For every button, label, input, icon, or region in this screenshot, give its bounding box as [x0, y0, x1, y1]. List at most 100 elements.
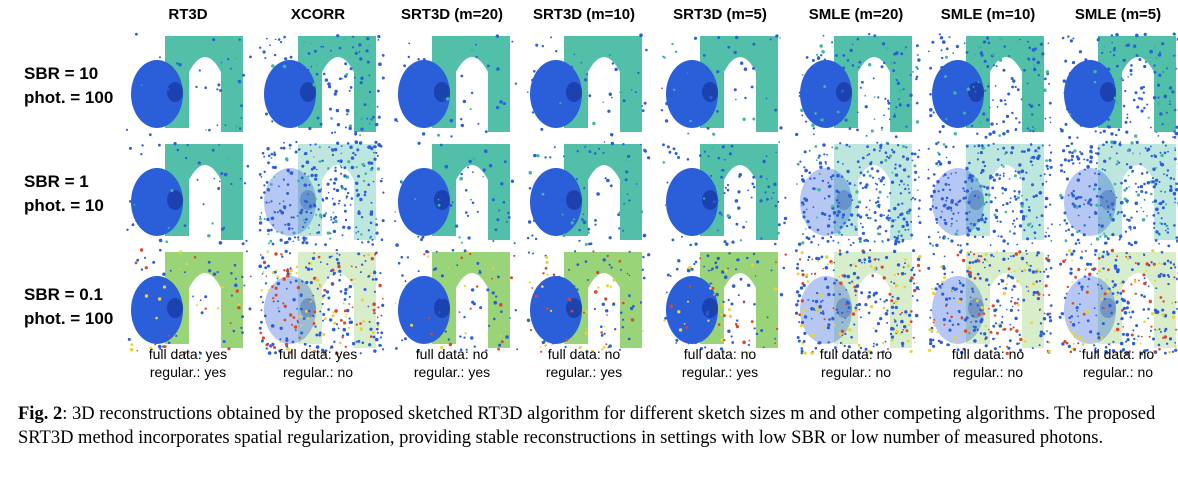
point-cloud-dot: [857, 258, 862, 263]
point-cloud-dot: [683, 322, 686, 325]
point-cloud-dot: [1089, 160, 1093, 164]
point-cloud-dot: [798, 95, 801, 97]
background-wall: [1098, 36, 1176, 132]
point-cloud-dot: [897, 240, 901, 244]
point-cloud-dot: [1079, 256, 1083, 260]
point-cloud-dot: [349, 145, 353, 149]
point-cloud-dot: [1142, 273, 1146, 277]
point-cloud-dot: [303, 172, 306, 175]
point-cloud-dot: [823, 58, 827, 61]
point-cloud-dot: [1038, 344, 1041, 347]
point-cloud-dot: [1143, 281, 1147, 286]
point-cloud-dot: [838, 275, 841, 278]
point-cloud-dot: [942, 175, 945, 177]
point-cloud-dot: [817, 244, 820, 246]
point-cloud-dot: [159, 56, 161, 59]
point-cloud-dot: [572, 295, 575, 299]
point-cloud-dot: [891, 171, 894, 174]
point-cloud-dot: [968, 332, 971, 335]
point-cloud-dot: [463, 336, 466, 339]
point-cloud-dot: [699, 347, 703, 351]
point-cloud-dot: [705, 352, 708, 355]
point-cloud-dot: [838, 201, 841, 204]
point-cloud-dot: [821, 312, 825, 315]
point-cloud-dot: [943, 218, 946, 222]
point-cloud-dot: [334, 166, 337, 169]
point-cloud-dot: [954, 171, 957, 174]
face-nose: [566, 190, 582, 210]
point-cloud-dot: [996, 251, 998, 253]
point-cloud-dot: [381, 297, 384, 300]
point-cloud-dot: [495, 295, 498, 298]
point-cloud-dot: [752, 185, 756, 189]
point-cloud-dot: [1077, 321, 1080, 324]
point-cloud-dot: [1039, 322, 1043, 325]
point-cloud-dot: [999, 220, 1002, 223]
point-cloud-dot: [983, 59, 987, 63]
point-cloud-dot: [723, 275, 728, 279]
point-cloud-dot: [568, 268, 571, 271]
point-cloud-dot: [1093, 188, 1096, 191]
point-cloud-dot: [984, 324, 987, 327]
point-cloud-dot: [1061, 342, 1065, 346]
point-cloud-dot: [973, 276, 977, 280]
point-cloud-dot: [893, 206, 897, 211]
point-cloud-dot: [1164, 191, 1166, 193]
point-cloud-dot: [660, 109, 664, 112]
point-cloud-dot: [812, 133, 815, 136]
point-cloud-dot: [259, 215, 261, 218]
point-cloud-dot: [831, 174, 835, 178]
point-cloud-dot: [467, 236, 471, 240]
point-cloud-dot: [621, 318, 625, 321]
point-cloud-dot: [831, 204, 834, 208]
reconstruction-image: [125, 248, 253, 356]
face-shape: [131, 168, 183, 236]
point-cloud-dot: [1002, 68, 1006, 72]
point-cloud-dot: [929, 93, 932, 96]
point-cloud-dot: [531, 111, 535, 114]
point-cloud-dot: [1171, 301, 1174, 305]
point-cloud-dot: [886, 142, 890, 145]
point-cloud-dot: [302, 225, 305, 229]
point-cloud-dot: [1007, 92, 1011, 96]
point-cloud-dot: [1019, 268, 1021, 270]
point-cloud-dot: [1002, 120, 1005, 123]
point-cloud-dot: [219, 89, 223, 92]
point-cloud-dot: [804, 96, 807, 99]
point-cloud-dot: [1030, 157, 1032, 160]
point-cloud-dot: [775, 327, 779, 331]
point-cloud-dot: [555, 180, 558, 183]
point-cloud-dot: [980, 255, 983, 258]
point-cloud-dot: [814, 311, 817, 314]
point-cloud-dot: [1153, 70, 1157, 74]
point-cloud-dot: [688, 266, 692, 270]
point-cloud-dot: [336, 351, 338, 354]
point-cloud-dot: [945, 199, 948, 202]
point-cloud-dot: [619, 311, 623, 315]
point-cloud-dot: [574, 112, 577, 116]
point-cloud-dot: [832, 239, 835, 242]
point-cloud-dot: [661, 87, 663, 90]
point-cloud-dot: [1134, 279, 1136, 281]
flags-srt3d-m5: full data: no regular.: yes: [650, 345, 790, 381]
point-cloud-dot: [1125, 163, 1129, 166]
flags-srt3d-m10: full data: no regular.: yes: [514, 345, 654, 381]
point-cloud-dot: [984, 193, 988, 196]
point-cloud-dot: [338, 269, 342, 273]
point-cloud-dot: [875, 343, 879, 346]
point-cloud-dot: [601, 302, 605, 306]
point-cloud-dot: [1027, 290, 1030, 292]
point-cloud-dot: [1011, 305, 1014, 308]
point-cloud-dot: [1095, 203, 1099, 207]
point-cloud-dot: [375, 231, 379, 235]
point-cloud-dot: [1077, 342, 1080, 345]
point-cloud-dot: [797, 339, 801, 343]
point-cloud-dot: [1046, 167, 1049, 170]
point-cloud-dot: [966, 269, 969, 273]
point-cloud-dot: [1095, 167, 1098, 170]
point-cloud-dot: [807, 255, 811, 259]
point-cloud-dot: [934, 287, 938, 291]
point-cloud-dot: [596, 192, 600, 196]
point-cloud-dot: [700, 103, 704, 107]
point-cloud-dot: [497, 275, 500, 279]
